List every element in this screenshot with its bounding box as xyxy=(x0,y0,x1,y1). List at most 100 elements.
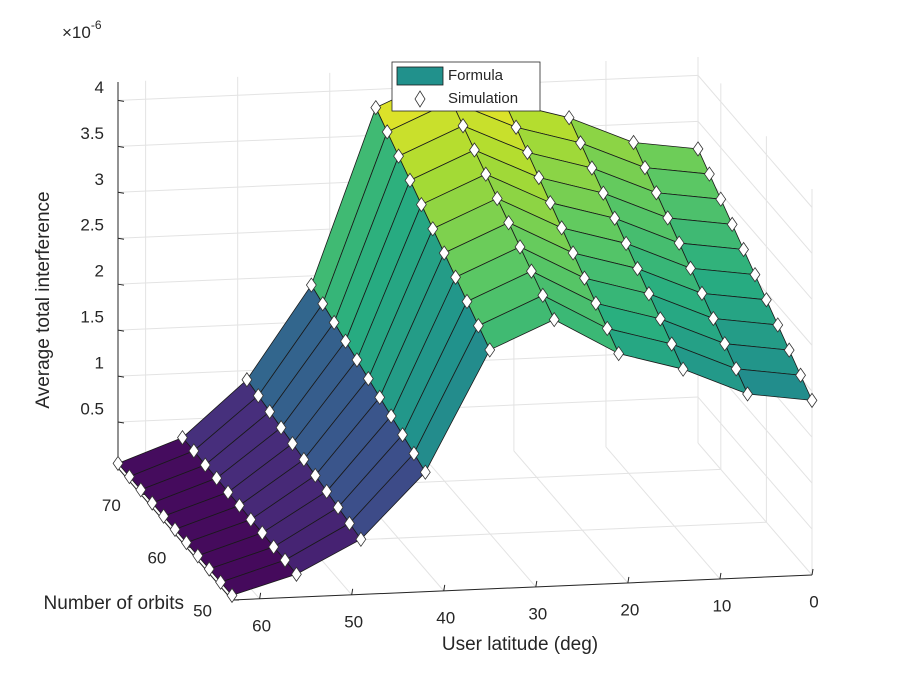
simulation-marker xyxy=(575,135,586,151)
y-axis-label: Number of orbits xyxy=(44,593,184,614)
simulation-marker xyxy=(469,142,480,158)
z-tick xyxy=(117,329,125,332)
simulation-marker xyxy=(279,552,291,568)
surface xyxy=(117,76,813,596)
x-tick-label: 40 xyxy=(436,608,455,627)
simulation-marker xyxy=(287,435,298,452)
simulation-marker xyxy=(556,220,568,236)
simulation-marker xyxy=(726,216,738,233)
simulation-marker xyxy=(742,386,753,402)
simulation-marker xyxy=(548,311,560,328)
simulation-marker xyxy=(662,210,674,226)
simulation-marker xyxy=(305,277,317,293)
simulation-marker xyxy=(526,263,537,279)
z-tick xyxy=(117,283,125,286)
simulation-marker xyxy=(234,497,245,514)
z-tick-label: 4 xyxy=(95,78,104,97)
simulation-marker xyxy=(503,214,515,231)
simulation-marker xyxy=(650,185,662,201)
simulation-marker xyxy=(666,336,678,352)
simulation-marker xyxy=(275,419,287,436)
x-tick xyxy=(443,584,446,591)
simulation-marker xyxy=(438,245,450,261)
x-axis-line xyxy=(231,574,813,601)
legend-marker xyxy=(414,90,426,108)
simulation-marker xyxy=(419,464,431,480)
simulation-marker xyxy=(783,342,795,358)
simulation-marker xyxy=(309,467,321,484)
simulation-marker xyxy=(579,270,590,286)
side-wall-grid-line xyxy=(697,75,813,208)
simulation-marker xyxy=(268,539,280,555)
z-tick xyxy=(117,191,125,194)
x-tick-label: 60 xyxy=(252,616,271,635)
simulation-marker xyxy=(404,172,416,189)
z-tick-label: 1.5 xyxy=(80,308,104,327)
x-tick xyxy=(351,588,354,595)
simulation-marker xyxy=(730,361,742,377)
simulation-marker xyxy=(188,443,200,459)
x-tick-label: 0 xyxy=(809,592,818,611)
simulation-marker xyxy=(332,499,344,516)
simulation-marker xyxy=(491,190,503,207)
simulation-marker xyxy=(215,574,226,590)
y-tick-label: 70 xyxy=(102,496,121,515)
simulation-marker xyxy=(738,241,749,258)
simulation-marker xyxy=(685,260,696,276)
z-axis-label: Average total interference xyxy=(33,191,54,408)
z-tick xyxy=(117,375,125,378)
simulation-marker xyxy=(199,457,211,473)
simulation-marker xyxy=(628,134,639,151)
simulation-marker xyxy=(692,141,704,157)
simulation-marker xyxy=(291,566,302,582)
z-tick-label: 2.5 xyxy=(80,216,104,235)
simulation-marker xyxy=(146,495,158,511)
z-tick-label: 2 xyxy=(95,262,104,281)
simulation-marker xyxy=(461,293,473,310)
z-multiplier-base: ×10 xyxy=(62,23,91,42)
simulation-marker xyxy=(677,361,689,377)
simulation-marker xyxy=(514,239,526,255)
simulation-marker xyxy=(169,521,181,538)
simulation-marker xyxy=(222,484,234,500)
z-tick xyxy=(117,145,125,148)
floor-grid-line xyxy=(697,442,813,576)
x-tick-label: 30 xyxy=(528,604,547,623)
simulation-marker xyxy=(370,99,382,116)
simulation-marker xyxy=(567,245,579,261)
floor-grid-line xyxy=(421,454,537,588)
simulation-marker xyxy=(245,511,257,528)
x-tick xyxy=(627,576,630,584)
simulation-marker xyxy=(374,389,386,406)
legend-label: Simulation xyxy=(448,90,518,107)
simulation-marker xyxy=(510,119,522,135)
z-tick xyxy=(117,237,125,240)
simulation-marker xyxy=(537,287,549,304)
simulation-marker xyxy=(321,483,333,500)
simulation-marker xyxy=(355,531,367,547)
simulation-marker xyxy=(484,342,496,358)
x-tick xyxy=(811,568,814,576)
simulation-marker xyxy=(181,534,192,551)
simulation-marker xyxy=(450,269,461,285)
z-tick xyxy=(117,421,125,424)
markers xyxy=(112,69,818,604)
simulation-marker xyxy=(761,292,772,308)
simulation-marker xyxy=(415,196,427,213)
side-wall-grid-line xyxy=(697,121,813,254)
simulation-marker xyxy=(522,144,533,161)
simulation-marker xyxy=(427,221,439,237)
simulation-marker xyxy=(563,110,575,126)
simulation-marker xyxy=(544,194,556,211)
simulation-marker xyxy=(480,166,492,182)
simulation-marker xyxy=(203,561,215,577)
simulation-marker xyxy=(795,367,806,383)
simulation-marker xyxy=(719,335,731,352)
legend: Formula Simulation xyxy=(391,61,541,112)
simulation-marker xyxy=(351,352,363,368)
simulation-marker xyxy=(586,160,598,176)
floor-grid-line xyxy=(513,450,629,584)
z-multiplier-exponent: -6 xyxy=(91,18,102,32)
simulation-marker xyxy=(772,317,784,333)
